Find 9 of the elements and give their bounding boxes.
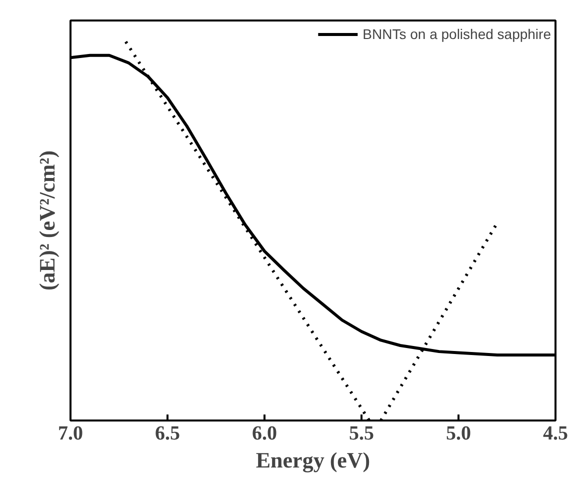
x-tick-label: 4.5 [543,422,568,444]
x-tick-label: 5.0 [446,422,471,444]
x-tick-label: 5.5 [349,422,374,444]
x-tick-label: 6.0 [252,422,277,444]
x-tick-label: 6.5 [155,422,180,444]
legend-label: BNNTs on a polished sapphire [362,26,551,42]
x-tick-label: 7.0 [58,422,83,444]
y-axis-title: (aE)² (eV²/cm²) [34,150,60,291]
x-axis-title: Energy (eV) [256,448,370,472]
